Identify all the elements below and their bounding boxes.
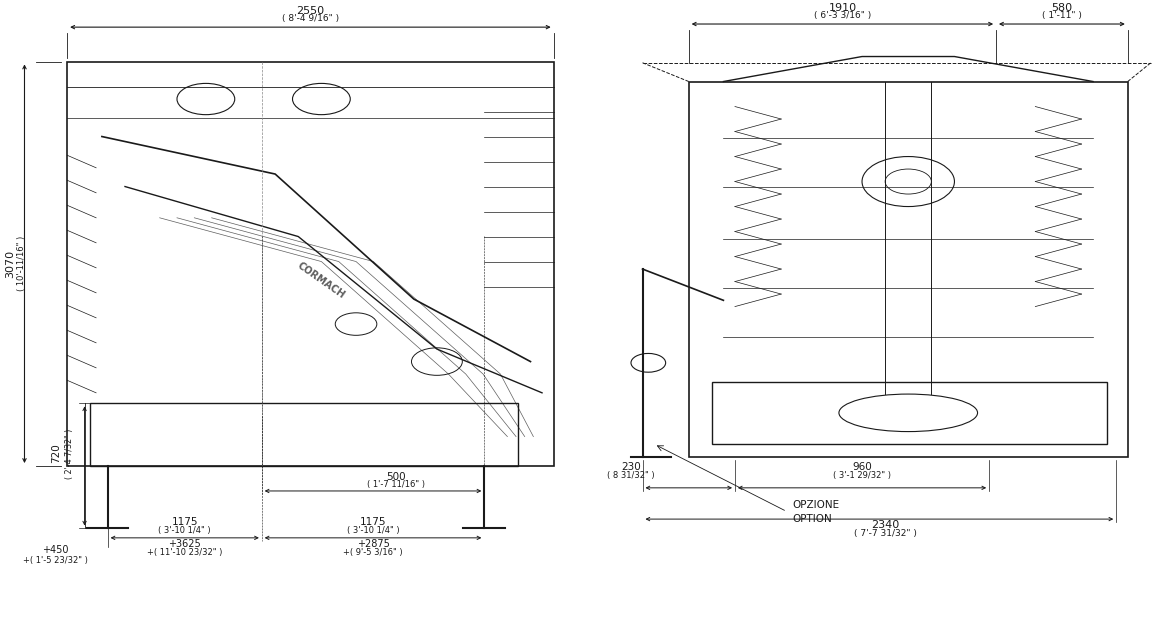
Text: +( 1'-5 23/32" ): +( 1'-5 23/32" ): [23, 556, 88, 565]
Text: +2875: +2875: [357, 539, 389, 549]
Text: 960: 960: [852, 462, 872, 472]
Text: ( 3'-1 29/32" ): ( 3'-1 29/32" ): [833, 471, 891, 480]
Text: ( 1'-7 11/16" ): ( 1'-7 11/16" ): [367, 480, 425, 489]
Text: ( 7'-7 31/32" ): ( 7'-7 31/32" ): [853, 529, 917, 538]
Text: +3625: +3625: [168, 539, 201, 549]
Text: 1910: 1910: [828, 3, 857, 13]
Text: 580: 580: [1051, 3, 1072, 13]
Text: 720: 720: [51, 444, 60, 463]
Text: 1175: 1175: [360, 517, 387, 527]
Text: 2340: 2340: [871, 520, 900, 530]
Text: OPZIONE
OPTION: OPZIONE OPTION: [793, 500, 840, 523]
Text: ( 1'-11" ): ( 1'-11" ): [1042, 11, 1082, 20]
Text: 1175: 1175: [171, 517, 198, 527]
Text: ( 3'-10 1/4" ): ( 3'-10 1/4" ): [346, 526, 400, 535]
Text: +( 11'-10 23/32" ): +( 11'-10 23/32" ): [147, 548, 222, 557]
Bar: [67, 61, 554, 466]
Text: ( 8 31/32" ): ( 8 31/32" ): [607, 471, 654, 480]
Text: ( 2'-4 7/32" ): ( 2'-4 7/32" ): [65, 429, 74, 479]
Bar: [689, 82, 1128, 456]
Text: ( 10'-11/16" ): ( 10'-11/16" ): [16, 236, 25, 291]
Bar: [90, 403, 519, 466]
Text: ( 3'-10 1/4" ): ( 3'-10 1/4" ): [159, 526, 211, 535]
Text: ( 8'-4 9/16" ): ( 8'-4 9/16" ): [281, 15, 339, 23]
Text: CORMACH: CORMACH: [295, 260, 347, 300]
Text: 2550: 2550: [296, 6, 324, 16]
Text: 230: 230: [621, 462, 640, 472]
Text: 500: 500: [387, 472, 406, 482]
Text: 3070: 3070: [6, 249, 15, 278]
Text: +( 9'-5 3/16" ): +( 9'-5 3/16" ): [343, 548, 403, 557]
Text: +450: +450: [43, 546, 69, 556]
Bar: [712, 382, 1107, 444]
Text: ( 6'-3 3/16" ): ( 6'-3 3/16" ): [814, 11, 871, 20]
